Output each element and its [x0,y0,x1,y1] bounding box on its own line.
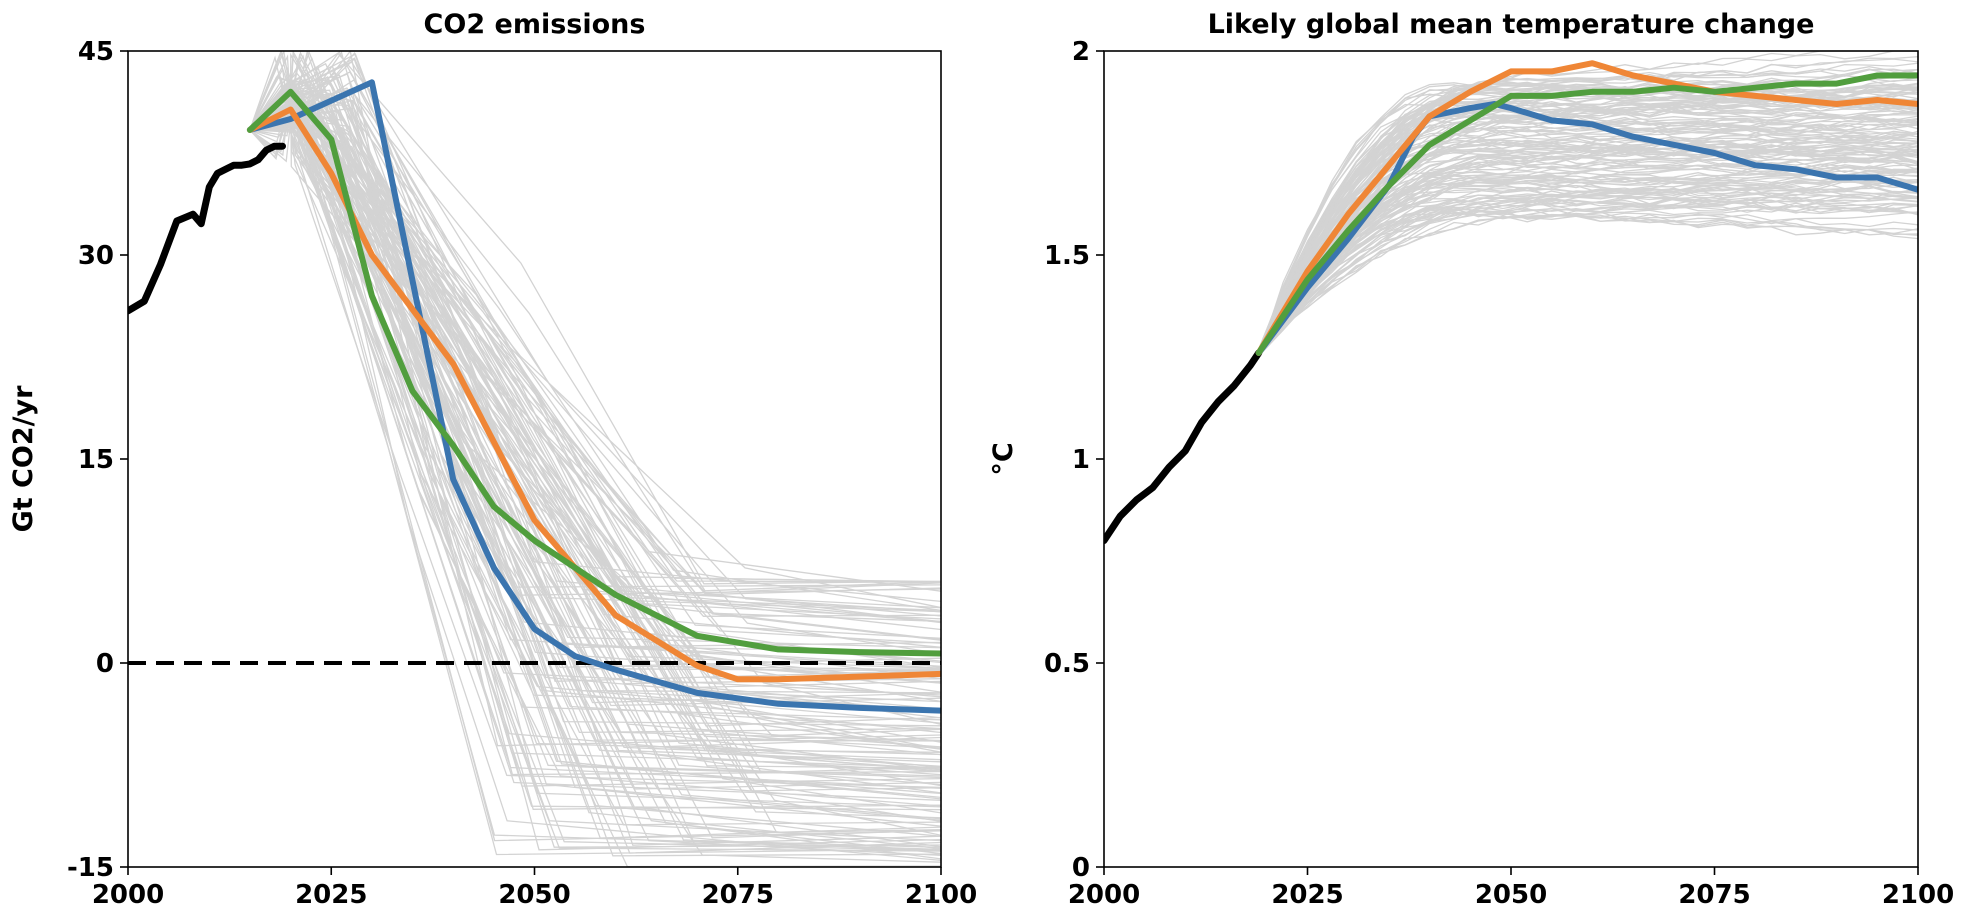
ensemble-line [249,77,941,612]
x-tick-label: 2000 [92,880,164,910]
panel-title: CO2 emissions [424,9,646,40]
ensemble-line [249,54,941,810]
x-tick-label: 2100 [905,880,977,910]
ensemble-lines [249,51,941,867]
x-tick-label: 2025 [1271,880,1343,910]
ensemble-line [1258,87,1918,357]
y-tick-label: 15 [78,445,114,475]
series-line-3 [246,88,941,657]
ensemble-line [249,51,941,664]
ensemble-line [1258,190,1918,355]
ensemble-line [249,103,941,707]
ensemble-lines [1258,51,1918,358]
ensemble-line [249,52,941,703]
ensemble-line [1258,96,1918,351]
ensemble-line [249,51,941,756]
series-line-0 [1104,349,1263,545]
y-tick-label: 1.5 [1044,241,1090,271]
x-tick-label: 2000 [1068,880,1140,910]
x-tick-label: 2100 [1882,880,1954,910]
temperature-change-panel: 2000 2025 2050 2075 2100 0 0.5 1 1.5 2 Likely glob… [988,9,1954,910]
ensemble-line [249,118,941,779]
ensemble-line [1258,207,1918,357]
series-line-2 [1255,60,1918,356]
y-tick-label: 0.5 [1044,649,1090,679]
y-tick-label: 45 [78,37,114,67]
ensemble-line [1258,144,1918,357]
ensemble-line [249,73,941,748]
panel-title: Likely global mean temperature change [1208,9,1815,40]
ensemble-line [249,53,941,790]
ensemble-line [1258,139,1918,354]
highlighted-series [1104,60,1918,545]
ensemble-line [249,109,941,584]
ensemble-line [1258,203,1918,353]
x-tick-label: 2050 [498,880,570,910]
ensemble-line [249,71,941,609]
y-tick-label: -15 [67,853,114,883]
ensemble-line [1258,148,1918,356]
y-axis-label: Gt CO2/yr [8,385,39,532]
ensemble-line [249,84,941,863]
series-line-1 [246,79,941,714]
ensemble-line [249,105,941,724]
highlighted-series [128,79,941,714]
ensemble-line [249,78,941,612]
ensemble-line [1258,58,1918,357]
ensemble-line [1258,68,1918,354]
y-tick-label: 2 [1072,37,1090,67]
x-tick-label: 2025 [295,880,367,910]
ensemble-line [249,108,941,583]
ensemble-line [1258,86,1918,354]
ensemble-line [249,129,941,743]
ensemble-line [249,51,941,801]
ensemble-line [249,98,941,710]
ensemble-line [1258,180,1918,357]
ensemble-line [1258,68,1918,357]
x-tick-label: 2050 [1475,880,1547,910]
y-axis-label: °C [988,442,1019,475]
y-tick-label: 0 [96,649,114,679]
y-tick-label: 0 [1072,853,1090,883]
ensemble-line [249,119,941,771]
x-tick-label: 2075 [1678,880,1750,910]
co2-emissions-panel: 2000 2025 2050 2075 2100 -15 0 15 30 45 CO2 emissi… [8,9,977,910]
ensemble-line [1258,154,1918,354]
ensemble-line [1258,193,1918,351]
y-tick-label: 30 [78,241,114,271]
x-tick-label: 2075 [702,880,774,910]
series-line-3 [1255,72,1918,356]
y-tick-label: 1 [1072,445,1090,475]
series-line-0 [128,142,286,315]
ensemble-line [1258,174,1918,353]
ensemble-line [1258,179,1918,353]
